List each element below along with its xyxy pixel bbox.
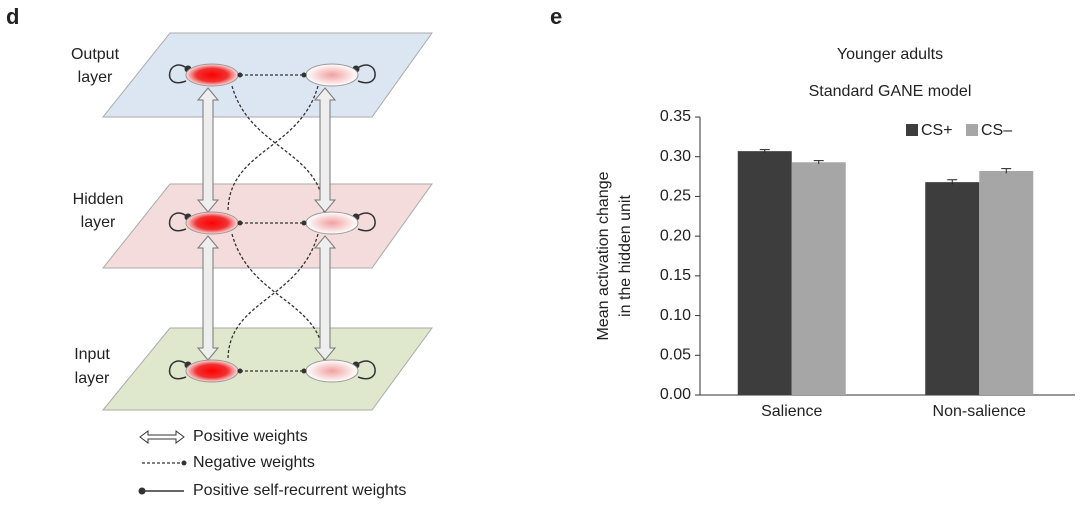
unit xyxy=(306,64,358,86)
input-plane xyxy=(103,328,432,410)
unit xyxy=(186,212,238,234)
y-tick-label: 0.10 xyxy=(660,307,691,324)
weight-dot xyxy=(238,73,243,78)
layer-label: layer xyxy=(81,214,116,231)
weight-dot xyxy=(238,221,243,226)
legend-text: Positive weights xyxy=(193,428,308,445)
bar xyxy=(925,182,979,395)
layer-label: Hidden xyxy=(73,191,124,208)
legend-text: Negative weights xyxy=(193,454,315,471)
y-tick-label: 0.20 xyxy=(660,227,691,244)
y-tick-label: 0.30 xyxy=(660,148,691,165)
figure: d Output layer Hidden layer Input layer … xyxy=(0,0,1080,506)
weight-dot xyxy=(302,73,307,78)
legend-icon xyxy=(182,461,187,466)
x-tick-label: Non-salience xyxy=(933,403,1026,420)
bar xyxy=(792,162,846,395)
legend-label: CS– xyxy=(981,122,1012,139)
y-tick-label: 0.25 xyxy=(660,188,691,205)
panel-letter: e xyxy=(550,4,562,29)
unit xyxy=(186,64,238,86)
y-axis-label: Mean activation change xyxy=(595,171,612,340)
bar xyxy=(979,171,1033,395)
weight-dot xyxy=(238,369,243,374)
legend-swatch xyxy=(906,124,918,136)
diagram: d Output layer Hidden layer Input layer … xyxy=(6,4,432,499)
chart: e Younger adults Standard GANE model Mea… xyxy=(550,4,1075,420)
unit xyxy=(186,360,238,382)
unit xyxy=(306,360,358,382)
layer-label: Output xyxy=(71,46,120,63)
weight-dot xyxy=(302,221,307,226)
layer-label: layer xyxy=(78,69,113,86)
weight-dot xyxy=(302,369,307,374)
layer-label: Input xyxy=(74,346,110,363)
bar xyxy=(738,151,792,395)
y-tick-label: 0.15 xyxy=(660,267,691,284)
legend-icon xyxy=(140,431,184,443)
y-tick-label: 0.35 xyxy=(660,108,691,125)
x-tick-label: Salience xyxy=(761,403,822,420)
y-tick-label: 0.05 xyxy=(660,347,691,364)
legend-text: Positive self-recurrent weights xyxy=(193,482,406,499)
legend-icon xyxy=(139,488,146,495)
chart-title: Younger adults xyxy=(837,46,943,63)
unit xyxy=(306,212,358,234)
panel-letter: d xyxy=(6,4,19,29)
y-axis-label: in the hidden unit xyxy=(617,195,634,317)
legend-label: CS+ xyxy=(921,122,953,139)
hidden-plane xyxy=(103,184,432,268)
y-tick-label: 0.00 xyxy=(660,386,691,403)
layer-label: layer xyxy=(75,370,110,387)
chart-subtitle: Standard GANE model xyxy=(809,83,972,100)
legend-swatch xyxy=(966,124,978,136)
